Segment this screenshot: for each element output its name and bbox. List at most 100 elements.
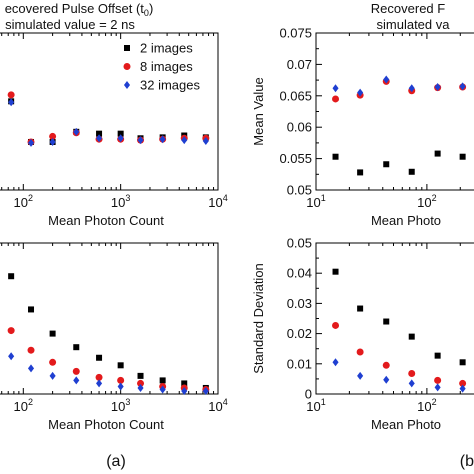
data-point — [181, 136, 188, 145]
data-point — [159, 385, 166, 394]
data-point — [181, 386, 188, 395]
data-point — [137, 379, 145, 387]
series-32-images — [8, 352, 209, 395]
data-point — [459, 359, 466, 366]
data-point — [434, 376, 442, 384]
data-point — [117, 362, 124, 369]
data-point — [137, 136, 144, 145]
data-point — [383, 161, 390, 168]
y-tick-label: 0 — [305, 387, 312, 402]
x-tick-label: 101 — [306, 397, 325, 414]
data-point — [357, 88, 364, 97]
data-point — [434, 83, 441, 92]
data-point — [332, 153, 339, 160]
data-point — [117, 134, 124, 143]
y-tick-label: 0.075 — [279, 26, 312, 41]
legend-marker — [123, 81, 131, 89]
series-2-images — [8, 98, 209, 145]
data-point — [72, 367, 80, 375]
legend-label: 2 images — [140, 41, 193, 56]
legend: 2 images 8 images 32 images — [123, 41, 200, 93]
data-point — [434, 383, 441, 392]
y-tick-label: 0.01 — [287, 356, 312, 371]
y-axis-title: Mean Value — [251, 77, 266, 145]
data-point — [73, 344, 80, 351]
legend-label: 32 images — [140, 78, 200, 93]
data-point — [459, 379, 467, 387]
data-point — [202, 137, 209, 146]
data-point — [332, 95, 340, 103]
series-32-images — [332, 358, 466, 393]
y-tick-label: 0.02 — [287, 326, 312, 341]
x-axis-title: Mean Photo — [371, 213, 441, 228]
data-point — [27, 138, 35, 147]
panel-label-a: (a) — [106, 453, 126, 470]
data-point — [8, 273, 15, 280]
series-8-images — [7, 327, 210, 393]
x-tick-label: 101 — [306, 193, 325, 210]
data-point — [434, 352, 441, 359]
data-point — [181, 380, 188, 387]
data-point — [459, 384, 466, 393]
plot-frame — [0, 32, 219, 191]
data-point — [49, 132, 57, 140]
chart-title: ecovered Pulse Offset (t0) — [5, 1, 154, 18]
panel-b-bottom-chart: 101 102 0 0.01 0.02 0.03 0.04 0.05 Mean Photo Sta… — [251, 236, 474, 432]
data-point — [332, 84, 339, 93]
y-tick-label: 0.07 — [287, 57, 312, 72]
x-axis-title: Mean Photon Count — [48, 417, 164, 432]
y-tick-label: 0.05 — [287, 236, 312, 251]
data-point — [357, 169, 364, 176]
y-tick-label: 0.03 — [287, 296, 312, 311]
x-tick-label: 104 — [208, 397, 227, 414]
panel-label-b: (b — [460, 453, 474, 470]
y-tick-label: 0.05 — [287, 183, 312, 198]
x-tick-label: 103 — [111, 397, 130, 414]
plot-frame — [315, 32, 474, 191]
series-8-images — [332, 321, 467, 387]
data-point — [117, 376, 125, 384]
data-point — [159, 377, 166, 384]
data-point — [408, 369, 416, 377]
data-point — [459, 82, 466, 91]
data-point — [202, 386, 209, 395]
panel-b-top-chart: 101 102 0.05 0.055 0.06 0.065 0.07 0.075 Mean Ph… — [251, 1, 474, 228]
data-point — [408, 84, 415, 93]
y-axis-title: Standard Deviation — [251, 263, 266, 374]
chart-subtitle: simulated value = 2 ns — [5, 17, 135, 32]
data-point — [383, 375, 390, 384]
data-point — [27, 364, 35, 373]
series-32-images — [332, 75, 466, 97]
panel-a-bottom-chart: 102 103 104 Mean Photon Count — [0, 242, 228, 432]
data-point — [332, 321, 340, 329]
data-point — [137, 383, 144, 392]
data-point — [117, 382, 124, 391]
chart-title: Recovered F — [371, 1, 445, 16]
y-tick-label: 0.04 — [287, 266, 312, 281]
y-tick-label: 0.06 — [287, 120, 312, 135]
y-tick-label: 0.065 — [279, 88, 312, 103]
data-point — [383, 75, 390, 84]
x-axis-title: Mean Photon Count — [48, 213, 164, 228]
data-point — [356, 348, 364, 356]
series-2-images — [332, 268, 466, 366]
x-tick-label: 102 — [417, 193, 436, 210]
x-axis-title: Mean Photo — [371, 417, 441, 432]
data-point — [459, 153, 466, 160]
chart-subtitle: simulated va — [377, 17, 451, 32]
data-point — [7, 327, 15, 335]
x-tick-label: 102 — [417, 397, 436, 414]
data-point — [382, 361, 390, 369]
data-point — [49, 137, 56, 146]
data-point — [73, 376, 80, 385]
series-8-images — [332, 77, 467, 103]
data-point — [357, 305, 364, 312]
series-2-images — [332, 150, 466, 176]
data-point — [49, 330, 56, 337]
legend-marker — [123, 63, 131, 70]
plot-frame — [315, 242, 474, 395]
data-point — [383, 318, 390, 325]
data-point — [96, 134, 103, 143]
data-point — [408, 379, 415, 388]
